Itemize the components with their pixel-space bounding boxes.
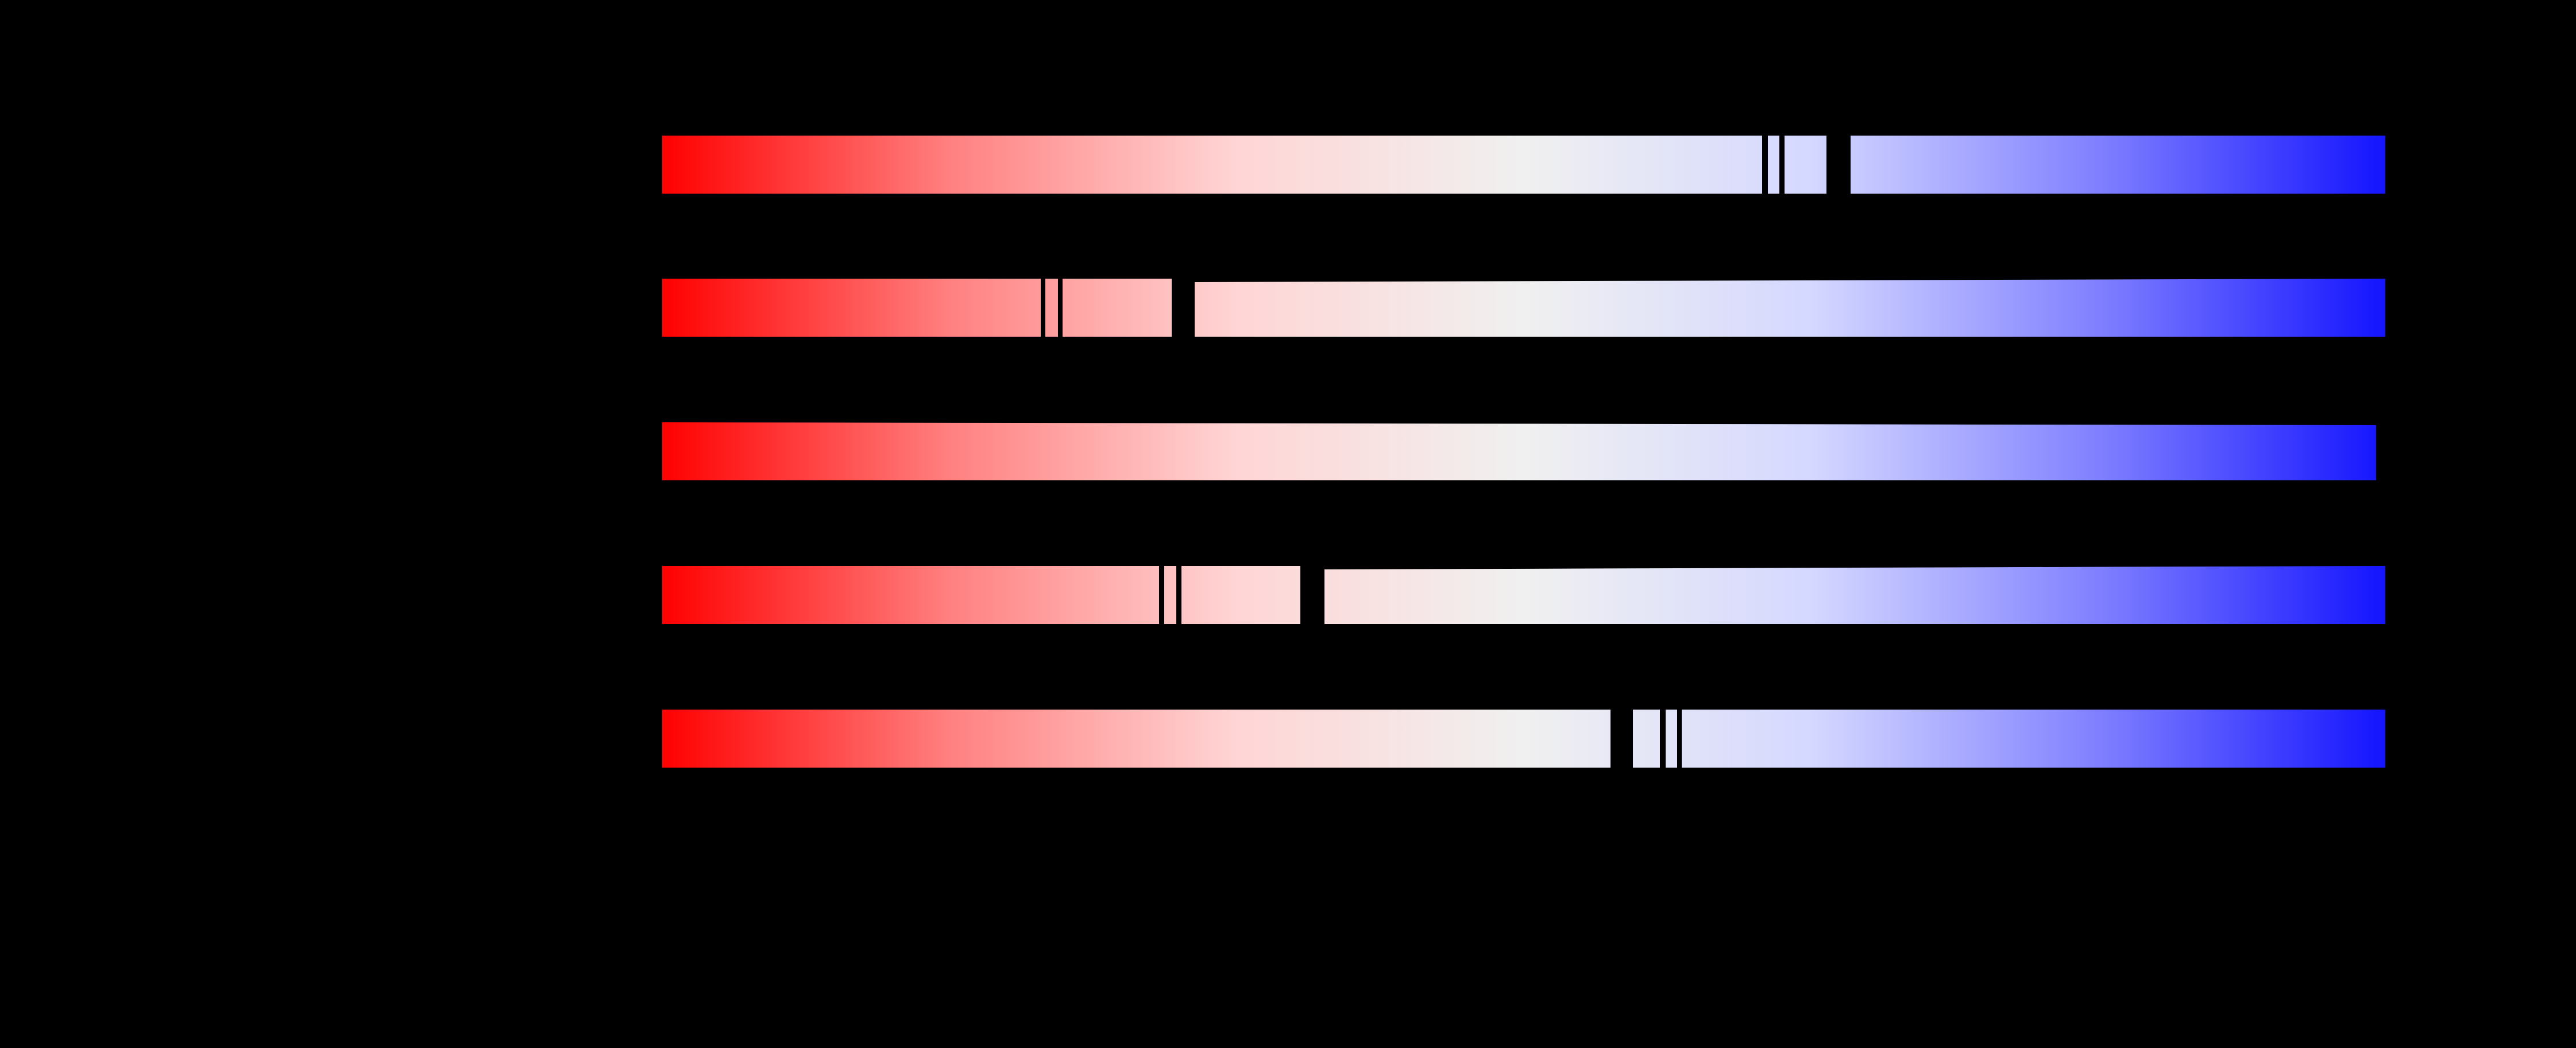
gradient-bar-segment bbox=[1045, 279, 1058, 337]
gradient-bar-segment bbox=[662, 422, 2376, 480]
gradient-bar-row bbox=[0, 710, 2576, 768]
gradient-bar-segment bbox=[1633, 710, 1660, 768]
gradient-bar-segment bbox=[1181, 566, 1300, 624]
gradient-bar-segment bbox=[1768, 136, 1779, 194]
gradient-bar-segment bbox=[662, 279, 1041, 337]
gradient-bar-segment bbox=[1164, 566, 1176, 624]
gradient-bar-segment bbox=[662, 566, 1159, 624]
gradient-bar-segment bbox=[662, 136, 1762, 194]
gradient-bar-segment bbox=[1063, 279, 1172, 337]
gradient-bar-row bbox=[0, 279, 2576, 337]
gradient-bar-segment bbox=[1324, 566, 2385, 624]
gradient-bar-row bbox=[0, 422, 2576, 480]
gradient-bar-row bbox=[0, 136, 2576, 194]
gradient-bar-segment bbox=[662, 710, 1611, 768]
gradient-bar-segment bbox=[1785, 136, 1826, 194]
gradient-bar-segment bbox=[1682, 710, 2385, 768]
gradient-bar-row bbox=[0, 566, 2576, 624]
gradient-bar-segment bbox=[1851, 136, 2385, 194]
gradient-bar-segment bbox=[1195, 279, 2385, 337]
gradient-bar-segment bbox=[1666, 710, 1677, 768]
